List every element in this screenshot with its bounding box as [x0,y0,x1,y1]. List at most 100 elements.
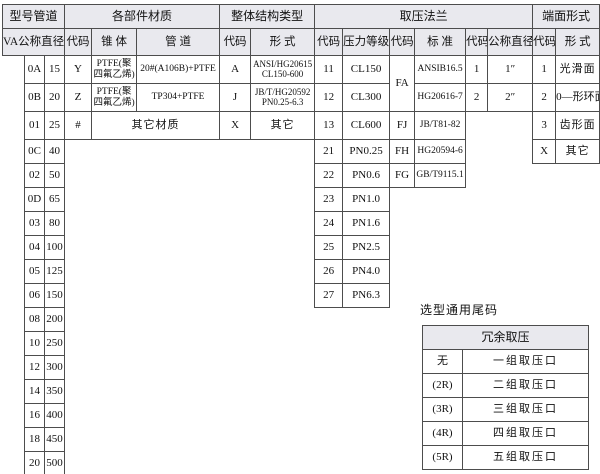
material-code-cell: Y [64,55,93,84]
model-dn-cell: 250 [43,331,66,356]
material-code-cell: Z [64,83,93,112]
suffix-desc-cell: 一组取压口 [461,349,590,374]
pipe-cell: TP304+PTFE [136,83,221,112]
empty-cell [2,187,25,212]
col-header-code: 代码 [465,28,489,56]
standard-cell: HG20616-7 [414,83,467,112]
empty-cell [2,331,25,356]
standard-code-cell: FH [389,139,416,164]
structure-form-line1: ANSI/HG20615 [253,58,313,69]
flange-code-cell: 25 [314,235,344,260]
model-dn-cell: 350 [43,379,66,404]
table-row: 04 100 25 PN2.5 [2,235,600,260]
face-code-cell: 1 [532,55,557,84]
model-dn-cell: 450 [43,427,66,452]
model-code-cell: 0D [24,187,45,212]
standard-cell: GB/T9115.1 [414,163,467,188]
empty-cell [2,451,25,474]
group-header-materials: 各部件材质 [64,4,221,29]
material-code-cell: # [64,111,93,140]
structure-form-cell: JB/T/HG20592 PN0.25-6.3 [250,83,316,112]
flange-code-cell: 26 [314,259,344,284]
redundant-pressure-table: 冗余取压 无 一组取压口 (2R) 二组取压口 (3R) 三组取压口 (4R) … [421,325,590,470]
table-row: 0D 65 23 PN1.0 [2,187,600,212]
material-other-cell: 其它材质 [91,111,221,140]
empty-cell [2,83,25,112]
suffix-desc-cell: 四组取压口 [461,421,590,446]
table-row: 01 25 # 其它材质 X 其它 13 CL600 FJ JB/T81-82 … [2,111,600,140]
group-header-flange: 取压法兰 [314,4,534,29]
model-code-cell: 18 [24,427,45,452]
cone-cell: PTFE(聚四氟乙烯) [91,55,138,84]
group-header-structure: 整体结构类型 [219,4,316,29]
standard-cell: JB/T81-82 [414,111,467,140]
table-row: 06 150 27 PN6.3 [2,283,600,308]
face-code-cell: 3 [532,111,557,140]
table-row: (2R) 二组取压口 [422,373,590,398]
model-dn-cell: 400 [43,403,66,428]
col-header-standard: 标 准 [414,28,467,56]
model-dn-cell: 80 [43,211,66,236]
face-code-cell: 2 [532,83,557,112]
pressure-class-cell: PN4.0 [342,259,391,284]
column-header-row: VA公称直径 代码 锥 体 管 道 代码 形 式 代码 压力等级 代码 标 准 … [1,28,600,56]
model-dn-cell: 40 [43,139,66,164]
model-dn-cell: 20 [43,83,66,112]
empty-cell [389,235,600,260]
col-header-code: 代码 [389,28,416,56]
model-dn-cell: 100 [43,235,66,260]
col-header-form: 形 式 [250,28,316,56]
structure-form-line1: JB/T/HG20592 [254,86,311,97]
group-header-face: 端面形式 [532,4,600,29]
table-row: 02 50 22 PN0.6 FG GB/T9115.1 [2,163,600,188]
suffix-code-cell: (3R) [422,397,463,422]
model-dn-cell: 25 [43,111,66,140]
pressure-class-cell: PN1.6 [342,211,391,236]
empty-cell [2,211,25,236]
empty-cell [64,163,315,188]
flange-code-cell: 21 [314,139,344,164]
face-form-cell: 齿形面 [555,111,600,140]
diameter-code-cell: 1 [465,55,489,84]
standard-cell: ANSIB16.5 [414,55,467,84]
flange-code-cell: 12 [314,83,344,112]
suffix-table-header: 冗余取压 [421,325,590,350]
col-header-diameter: 公称直径 [487,28,534,56]
suffix-code-cell: (2R) [422,373,463,398]
col-header-code: 代码 [64,28,93,56]
structure-code-cell: J [219,83,252,112]
structure-form-cell: ANSI/HG20615 CL150-600 [250,55,316,84]
table-row: 0A 15 Y PTFE(聚四氟乙烯) 20#(A106B)+PTFE A AN… [2,55,600,112]
structure-form-line2: CL150-600 [261,68,304,79]
model-code-cell: 04 [24,235,45,260]
col-header-pipe: 管 道 [136,28,221,56]
suffix-code-cell: 无 [422,349,463,374]
table-row: 无 一组取压口 [422,349,590,374]
pressure-class-cell: CL300 [342,83,391,112]
model-code-cell: 02 [24,163,45,188]
suffix-desc-cell: 三组取压口 [461,397,590,422]
table-row: 03 80 24 PN1.6 [2,211,600,236]
model-code-cell: 05 [24,259,45,284]
model-dn-cell: 15 [43,55,66,84]
flange-code-cell: 13 [314,111,344,140]
structure-code-cell: A [219,55,252,84]
empty-cell [64,283,315,308]
pressure-class-cell: PN0.6 [342,163,391,188]
empty-cell [2,163,25,188]
col-header-code: 代码 [532,28,557,56]
flange-code-cell: 27 [314,283,344,308]
structure-form-line2: PN0.25-6.3 [261,96,304,107]
table-row: 0B 20 Z PTFE(聚四氟乙烯) TP304+PTFE J JB/T/HG… [2,83,600,112]
empty-cell [465,163,600,188]
suffix-desc-cell: 五组取压口 [461,445,590,470]
suffix-code-cell: (5R) [422,445,463,470]
table-row: (4R) 四组取压口 [422,421,590,446]
empty-cell [2,355,25,380]
pressure-class-cell: CL150 [342,55,391,84]
pressure-class-cell: PN2.5 [342,235,391,260]
face-form-cell: 0—形环面 [555,83,600,112]
face-form-cell: 其它 [555,139,600,164]
model-dn-cell: 200 [43,307,66,332]
model-code-cell: 16 [24,403,45,428]
